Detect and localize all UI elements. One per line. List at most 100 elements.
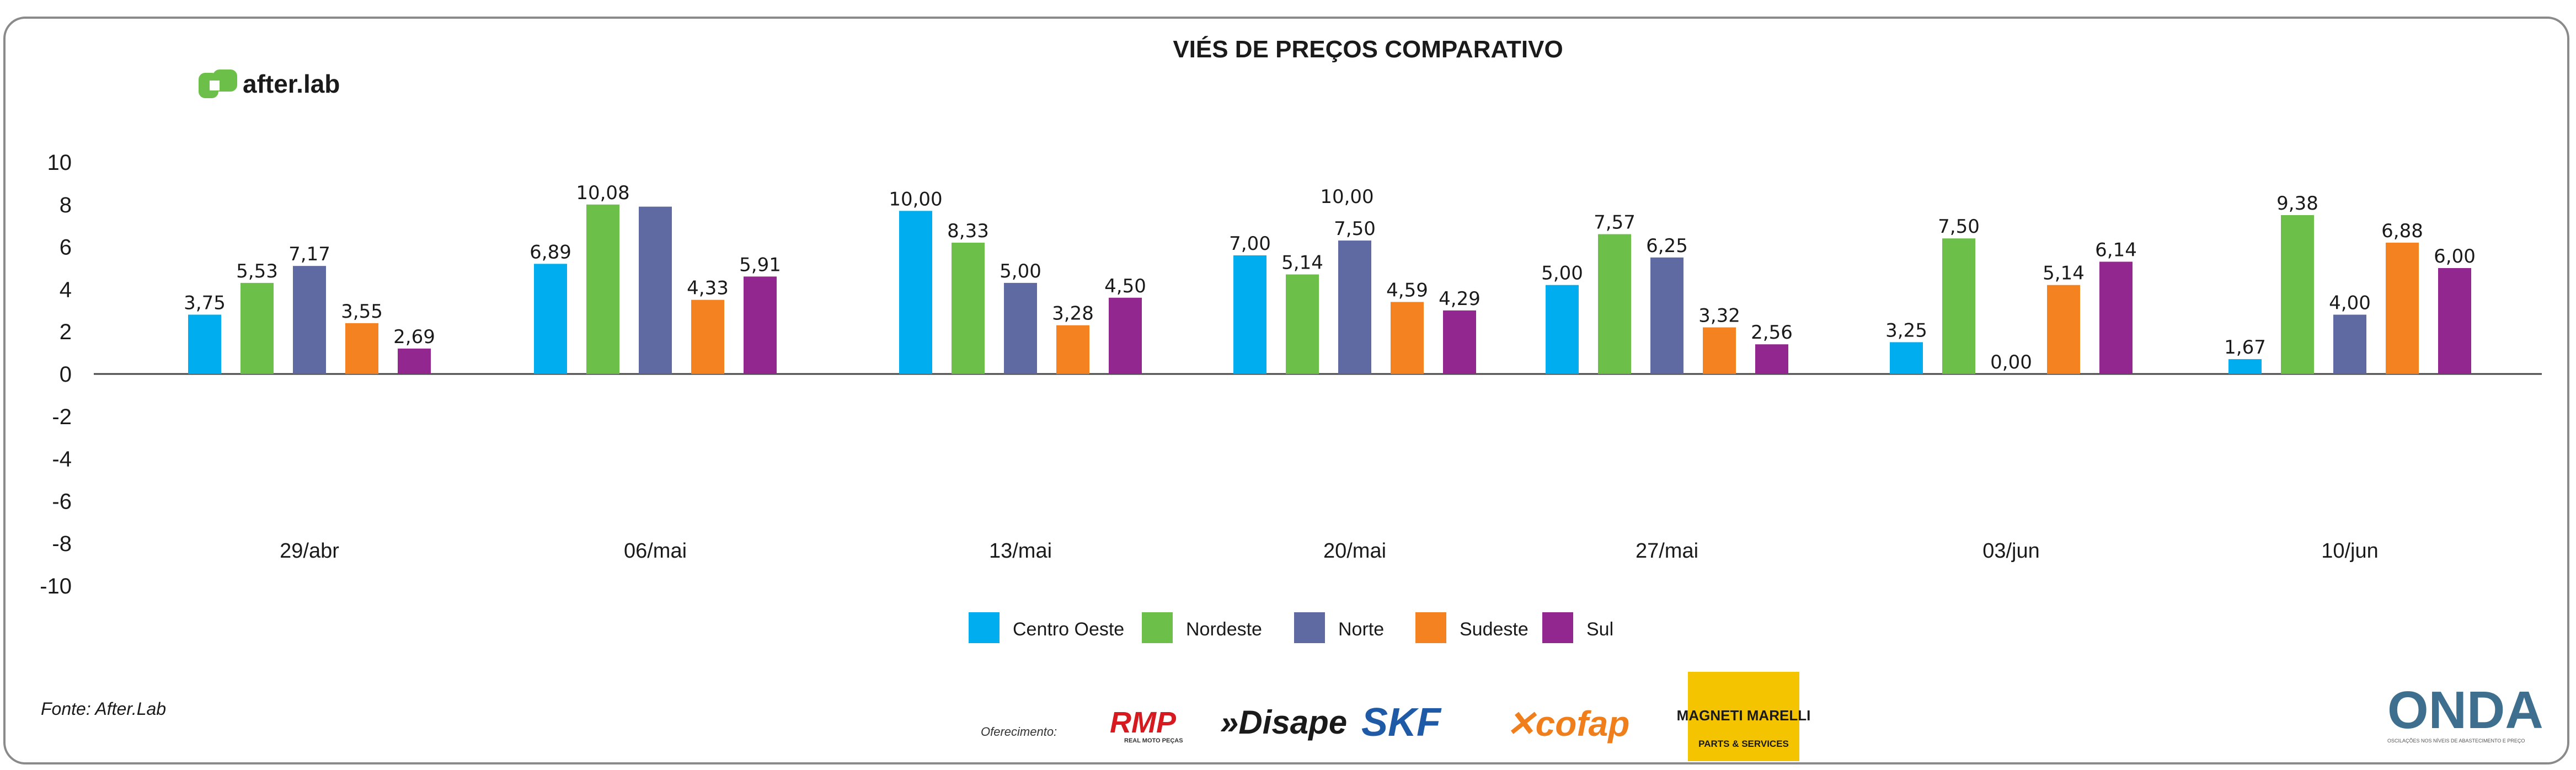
bar-sul-6 (2438, 268, 2471, 374)
bar-centro-oeste-0 (188, 314, 221, 374)
bar-sudeste-2 (1056, 325, 1089, 374)
data-label: 5,53 (236, 260, 278, 282)
bar-sul-2 (1109, 297, 1142, 374)
sponsor-rmp-subtitle: REAL MOTO PEÇAS (1124, 737, 1183, 744)
bar-sudeste-4 (1703, 327, 1736, 374)
data-label: 3,75 (184, 292, 226, 314)
bar-centro-oeste-6 (2228, 359, 2262, 374)
legend-swatch-nordeste (1142, 612, 1173, 643)
onda-logo-text: ONDA (2387, 681, 2543, 740)
data-label: 5,91 (739, 254, 781, 276)
bar-centro-oeste-1 (534, 264, 567, 374)
annotation-label: 10,00 (1320, 186, 1373, 208)
sponsor-magneti-marelli-box (1688, 672, 1799, 761)
y-tick-label: 10 (47, 151, 72, 175)
data-label: 6,14 (2095, 239, 2137, 261)
data-label: 3,25 (1885, 319, 1927, 341)
y-tick-label: 0 (60, 362, 72, 387)
sponsor-rmp-name: RMP (1110, 706, 1177, 739)
data-label: 3,32 (1698, 305, 1740, 327)
sponsors: Oferecimento: RMP REAL MOTO PEÇAS »Disap… (981, 672, 1810, 761)
sponsor-disape-name: Disape (1238, 704, 1347, 741)
data-label: 6,00 (2434, 245, 2476, 268)
data-label: 5,14 (1281, 252, 1323, 274)
data-label: 10,08 (576, 182, 629, 204)
data-label: 9,38 (2276, 192, 2318, 215)
data-label: 0,00 (1990, 351, 2032, 373)
x-category-label: 03/jun (1982, 539, 2040, 563)
sponsor-label: Oferecimento: (981, 725, 1057, 739)
chart-frame (3, 17, 2569, 764)
data-label: 7,00 (1229, 233, 1271, 255)
data-label: 4,29 (1439, 288, 1481, 310)
bar-norte-1 (639, 206, 672, 374)
bar-sul-5 (2099, 261, 2133, 374)
sponsor-cofap-name: cofap (1536, 704, 1630, 744)
bar-norte-4 (1650, 257, 1684, 374)
bar-sudeste-3 (1391, 302, 1424, 374)
bar-norte-6 (2333, 314, 2366, 374)
sponsor-skf-name: SKF (1361, 701, 1442, 745)
sponsor-magneti-marelli-logo: MAGNETI MARELLI PARTS & SERVICES (1677, 672, 1811, 761)
data-label: 8,33 (947, 220, 989, 242)
legend-swatch-centro-oeste (969, 612, 1000, 643)
legend-swatch-norte (1294, 612, 1325, 643)
data-label: 3,28 (1052, 303, 1094, 325)
bar-nordeste-6 (2281, 215, 2314, 374)
data-label: 4,00 (2329, 292, 2371, 314)
y-tick-label: 4 (60, 277, 72, 302)
bar-centro-oeste-4 (1546, 285, 1579, 374)
svg-text:»Disape: »Disape (1220, 704, 1347, 741)
x-category-label: 13/mai (989, 539, 1052, 563)
chart-data-labels: 3,75 6,89 10,00 7,00 5,00 3,25 1,67 5,53 10,08 8,… (184, 182, 2476, 373)
bar-centro-oeste-3 (1233, 255, 1266, 374)
sponsor-skf-logo: SKF (1361, 701, 1442, 745)
legend-label: Nordeste (1186, 619, 1262, 640)
bar-nordeste-1 (586, 204, 619, 374)
afterlab-logo: after.lab (199, 69, 340, 98)
chart-axes: 10 8 6 4 2 0 -2 -4 -6 -8 -10 (40, 151, 2542, 598)
bar-sudeste-6 (2386, 242, 2419, 374)
bar-norte-0 (293, 266, 326, 374)
source-note: Fonte: After.Lab (41, 699, 166, 719)
sponsor-disape-chevron-icon: » (1220, 704, 1238, 741)
data-label: 2,56 (1751, 322, 1793, 344)
sponsor-cofap-arrow-icon: ✕ (1506, 704, 1537, 744)
bar-sudeste-1 (691, 300, 724, 374)
data-label: 5,14 (2043, 263, 2085, 285)
bar-nordeste-4 (1598, 234, 1631, 374)
data-label: 4,50 (1104, 275, 1146, 297)
svg-text:✕cofap: ✕cofap (1506, 704, 1629, 744)
sponsor-magneti-marelli-name: MAGNETI MARELLI (1677, 707, 1811, 724)
data-label: 6,89 (530, 241, 571, 263)
afterlab-logo-text: after.lab (243, 69, 340, 98)
legend-label: Sudeste (1460, 619, 1529, 640)
legend-label: Norte (1338, 619, 1384, 640)
data-label: 6,88 (2381, 220, 2423, 242)
onda-logo: ONDA OSCILAÇÕES NOS NÍVEIS DE ABASTECIME… (2387, 681, 2543, 744)
bar-norte-2 (1004, 282, 1037, 374)
chart-x-categories: 29/abr 06/mai 13/mai 20/mai 27/mai 03/jun 10/j… (280, 539, 2379, 563)
data-label: 4,33 (687, 277, 729, 300)
bar-sul-0 (398, 348, 431, 374)
legend-label: Sul (1586, 619, 1613, 640)
bar-centro-oeste-5 (1890, 342, 1923, 374)
x-category-label: 10/jun (2321, 539, 2379, 563)
data-label: 7,17 (288, 243, 330, 265)
y-tick-label: -4 (52, 447, 72, 472)
bar-nordeste-3 (1286, 274, 1319, 374)
bar-centro-oeste-2 (899, 211, 932, 374)
onda-logo-tagline: OSCILAÇÕES NOS NÍVEIS DE ABASTECIMENTO E… (2387, 738, 2525, 744)
data-label: 3,55 (341, 301, 383, 323)
sponsor-disape-logo: »Disape (1220, 704, 1347, 741)
data-label: 7,50 (1938, 216, 1980, 238)
data-label: 7,57 (1594, 212, 1636, 234)
legend-swatch-sudeste (1415, 612, 1446, 643)
y-tick-label: 6 (60, 236, 72, 260)
y-tick-label: -2 (52, 405, 72, 429)
bar-sudeste-0 (345, 323, 378, 374)
data-label: 4,59 (1386, 279, 1428, 301)
bar-nordeste-5 (1942, 238, 1975, 374)
bar-sul-1 (744, 276, 777, 374)
afterlab-logo-icon (199, 69, 237, 98)
